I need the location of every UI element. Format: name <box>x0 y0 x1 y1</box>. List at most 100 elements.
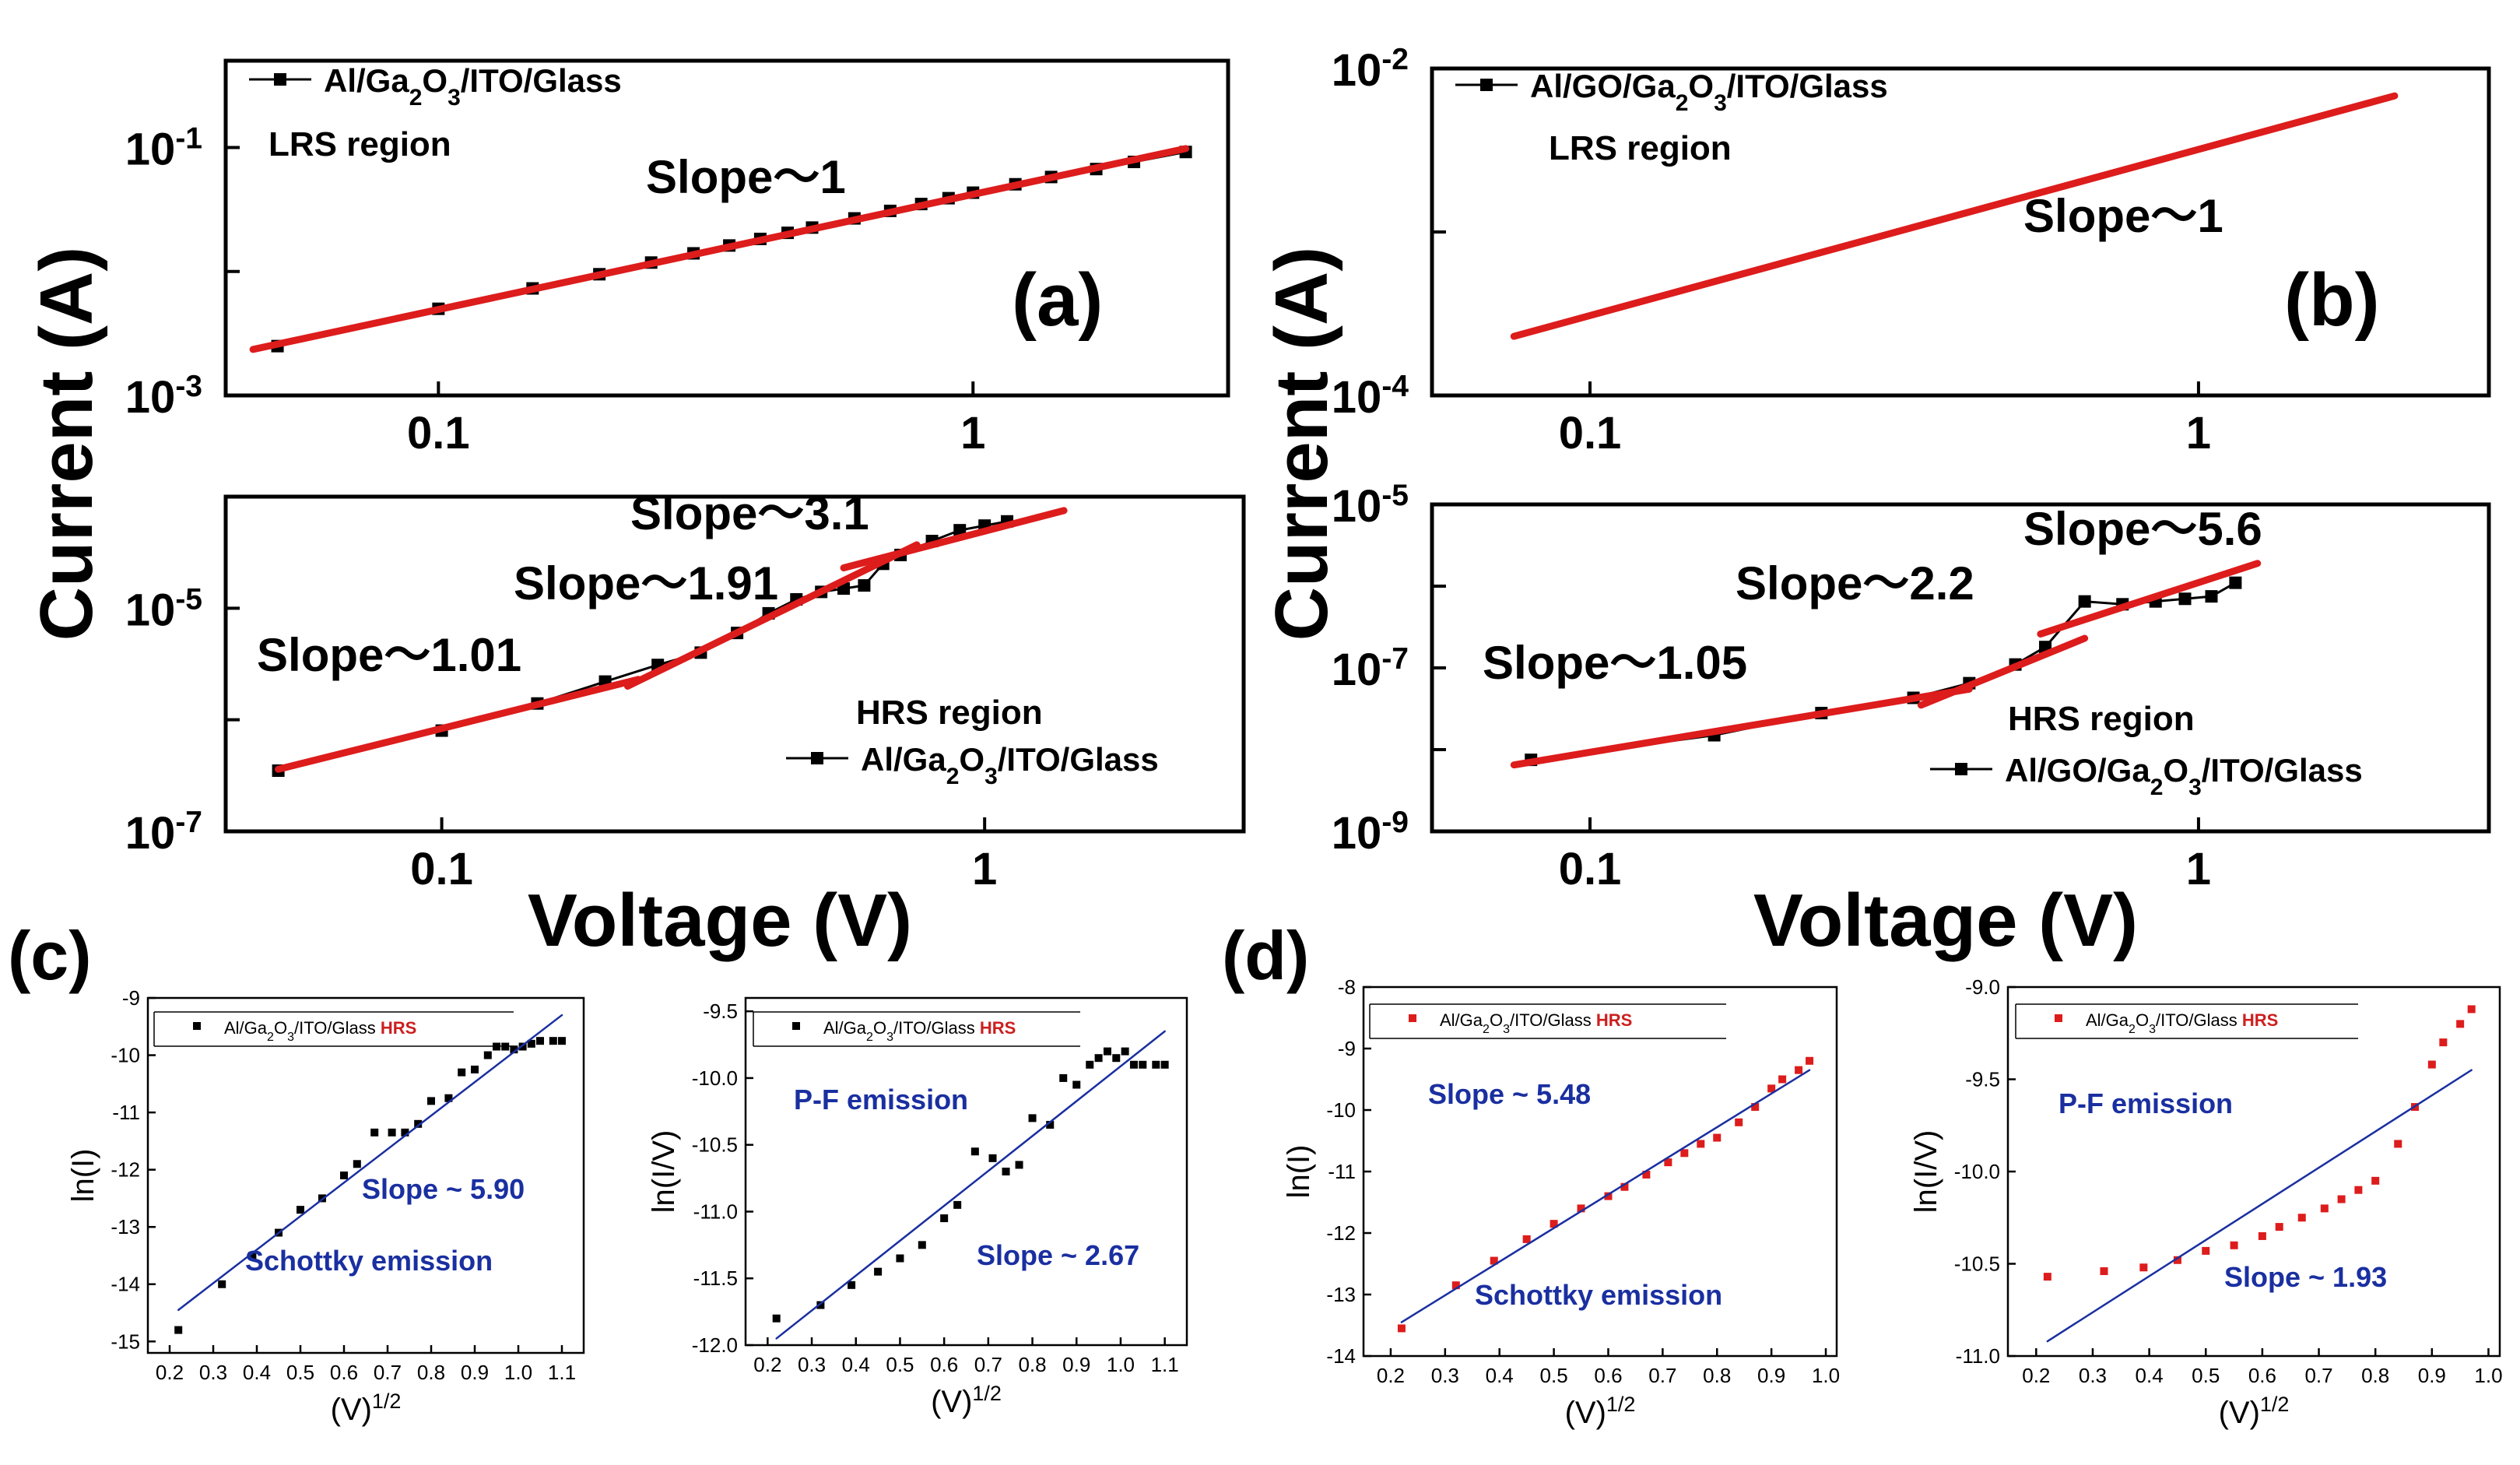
y-tick-label: -11 <box>112 1101 140 1124</box>
x-axis-title-part: 1/2 <box>1606 1393 1636 1416</box>
y-tick-label: -8 <box>1338 975 1356 999</box>
x-tick-label: 0.4 <box>243 1361 271 1384</box>
data-point <box>2456 1020 2465 1028</box>
panel-label: (a) <box>1012 258 1103 342</box>
y-tick-label: -10 <box>111 1044 140 1067</box>
y-tick-label-part: 10 <box>125 585 176 635</box>
data-point <box>953 1200 962 1209</box>
y-tick-label: 10-7 <box>1332 642 1409 696</box>
y-tick-label: -13 <box>1326 1283 1356 1306</box>
legend-label-part: 3 <box>2188 775 2202 800</box>
data-point <box>1139 1060 1147 1069</box>
x-tick-label: 1.0 <box>504 1361 532 1384</box>
y-tick-label-part: 10 <box>1332 645 1382 695</box>
x-tick-label: 0.6 <box>930 1353 958 1376</box>
legend-label-part: /ITO/Glass <box>998 741 1159 778</box>
legend-label-part: 3 <box>1503 1023 1510 1036</box>
y-tick-label-part: 10 <box>1332 45 1382 96</box>
annotation: Schottky emission <box>1475 1279 1722 1311</box>
data-point <box>1059 1073 1068 1082</box>
data-point <box>1713 1133 1722 1142</box>
data-point <box>340 1172 348 1179</box>
panel-label: (c) <box>8 917 92 994</box>
fit-line <box>249 145 1190 353</box>
y-tick-label: -9 <box>1338 1037 1356 1060</box>
region-label: HRS region <box>2008 700 2195 738</box>
y-tick-label: -11.5 <box>693 1267 738 1290</box>
y-tick-label-part: 10 <box>1332 372 1382 423</box>
data-point <box>218 1280 226 1288</box>
legend-label-part: 2 <box>946 764 960 789</box>
data-point <box>1604 1192 1613 1200</box>
legend-label-part: O <box>873 1018 886 1038</box>
annotation: Slope～2.2 <box>1736 557 1974 610</box>
data-point <box>816 1301 825 1309</box>
data-point <box>1697 1140 1705 1148</box>
y-tick-label: -10.5 <box>1954 1252 2000 1276</box>
x-tick-label: 0.3 <box>1431 1364 1459 1387</box>
ylabel-right: Current (A) <box>1260 247 1343 641</box>
y-tick-label: 10-1 <box>125 121 202 175</box>
y-tick-label: -12.0 <box>692 1333 738 1357</box>
legend-marker <box>193 1022 201 1030</box>
data-point <box>1751 1103 1760 1112</box>
legend-label-part: 2 <box>267 1031 274 1044</box>
legend-label-part: Al/GO/Ga <box>1530 68 1676 104</box>
legend-label-part: O <box>2136 1010 2149 1030</box>
y-tick-label: -10.5 <box>692 1133 738 1157</box>
y-tick-label-part: -7 <box>1381 642 1409 676</box>
x-axis-title-part: (V) <box>2219 1396 2260 1430</box>
fit-line <box>1510 92 2399 340</box>
fit-line <box>2037 560 2262 638</box>
legend-label-part: 2 <box>2150 775 2164 800</box>
y-tick-label: -12 <box>1326 1221 1356 1245</box>
fit-line <box>623 541 921 690</box>
x-axis-title-part: 1/2 <box>972 1382 1002 1405</box>
y-tick-label-part: 10 <box>1332 481 1382 532</box>
x-tick-label: 0.2 <box>753 1353 781 1376</box>
annotation: Slope～5.6 <box>2023 503 2262 555</box>
y-tick-label: -14 <box>1326 1344 1356 1368</box>
x-tick-label: 0.1 <box>410 844 473 894</box>
y-tick-label-part: -7 <box>175 806 202 839</box>
legend-label-part: 2 <box>409 85 423 111</box>
legend-label-part: O <box>422 62 447 99</box>
x-tick-label: 0.6 <box>1594 1364 1622 1387</box>
data-point <box>510 1045 518 1054</box>
y-tick-label: 10-5 <box>125 582 202 636</box>
data-point <box>549 1037 557 1045</box>
x-tick-label: 0.2 <box>2022 1364 2050 1387</box>
fit-line <box>275 676 642 773</box>
fit-line <box>1917 634 2089 709</box>
legend-label: Al/Ga2O3/ITO/Glass HRS <box>1440 1010 1632 1036</box>
legend-label-part: O <box>1688 68 1714 104</box>
data-point <box>1620 1182 1629 1191</box>
data-point <box>970 1147 979 1156</box>
legend-label-part: /ITO/Glass <box>1510 1010 1592 1030</box>
data-point <box>1028 1114 1037 1122</box>
data-point <box>483 1051 492 1059</box>
data-point <box>1129 1060 1138 1069</box>
x-tick-label: 0.1 <box>407 408 470 458</box>
x-tick-label: 1 <box>2186 408 2211 458</box>
data-point <box>174 1326 183 1334</box>
plot-frame <box>223 58 1230 398</box>
data-point <box>772 1314 781 1323</box>
y-tick-label: -9.5 <box>703 1000 738 1023</box>
data-point <box>1002 1168 1010 1175</box>
data-point <box>2467 1005 2476 1014</box>
legend-label: Al/Ga2O3/ITO/Glass HRS <box>823 1018 1016 1044</box>
x-axis-title-part: (V) <box>331 1393 372 1427</box>
legend-label-part: 3 <box>287 1031 294 1044</box>
legend-label-part: /ITO/Glass <box>893 1018 975 1038</box>
data-point <box>1490 1256 1498 1265</box>
legend-marker <box>1480 79 1493 91</box>
panel-label: (d) <box>1222 917 1309 994</box>
x-tick-label: 0.2 <box>1377 1364 1405 1387</box>
x-tick-label: 0.9 <box>1062 1353 1090 1376</box>
data-point <box>1397 1324 1406 1333</box>
data-point <box>896 1254 904 1263</box>
ylabel-left: Current (A) <box>25 247 108 641</box>
data-point <box>444 1094 453 1102</box>
